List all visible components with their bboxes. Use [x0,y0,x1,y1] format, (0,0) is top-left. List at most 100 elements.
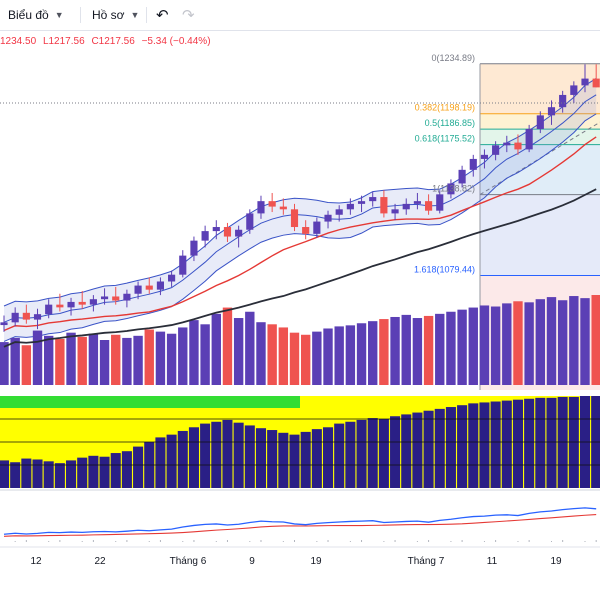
volume-bar [580,298,590,385]
candle-body [190,240,198,256]
osc-bar [546,397,557,488]
osc-bar [390,416,401,488]
osc-bar [166,434,177,488]
osc-bar [367,418,378,488]
x-tick-label: 22 [94,556,106,567]
osc-bar [479,402,490,488]
x-tick-label: 19 [550,556,562,567]
ma-mid [3,136,597,332]
toolbar-divider [80,7,81,23]
osc-bar [278,432,289,488]
undo-icon[interactable]: ↶ [156,7,169,24]
indicator-panel [3,507,597,542]
price-chart[interactable]: 0(1234.89) 0.382(1198.19) 0.5(1186.85) 0.61… [0,30,600,600]
osc-bar [77,457,88,488]
candle-body [503,142,511,146]
osc-bar [311,429,322,488]
moving-averages [3,94,597,348]
volume-bar [356,323,367,385]
volume-bar [457,309,467,385]
candle-body [447,183,455,195]
candle-body [56,304,64,308]
osc-bar [457,405,468,488]
chevron-down-icon: ▼ [130,10,140,20]
fib-label-1: 1(1138.82) [432,184,475,194]
candle-body [45,304,53,315]
volume-bar [446,311,456,385]
volume-bar [334,326,344,385]
candle-body [22,312,30,320]
candle-body [369,197,377,202]
candle-body [480,154,489,159]
volume-bar [0,342,9,385]
osc-bar [434,408,445,488]
candle-body [380,197,388,214]
osc-bar [244,425,255,488]
volume-bar [32,330,43,385]
volume-bar [99,340,110,385]
volume-bar [323,328,333,385]
candle-body [458,169,466,184]
ma-fast [3,94,597,323]
osc-bar [133,446,144,488]
candle-body [313,221,321,234]
volume-bar [245,311,255,385]
osc-bar [233,422,244,488]
chart-menu-button[interactable]: Biểu đồ ▼ [8,0,64,30]
volume-bar [289,332,300,385]
volume-bar [21,345,32,385]
volume-bar [267,324,277,385]
volume-bar [524,302,534,385]
top-toolbar: Biểu đồ ▼ Hồ sơ ▼ ↶ ↷ [0,0,600,31]
osc-bar [32,459,43,488]
osc-bar [121,451,132,488]
osc-bar [524,398,535,488]
osc-bar [88,455,99,488]
volume-bar [122,337,132,385]
fib-label-0.382: 0.382(1198.19) [415,103,475,113]
volume-bar [278,327,289,385]
candle-body [324,214,332,222]
volume-bar [490,306,501,385]
osc-bar [356,419,367,488]
candle-body [570,85,578,95]
candle-body [145,285,153,290]
candle-body [581,78,589,86]
volume-bar [222,307,233,385]
volume-bar [189,320,199,385]
candle-body [212,227,220,232]
chart-menu-label: Biểu đồ [8,8,49,22]
candle-body [302,227,310,234]
volume-bars [0,295,600,385]
candle-body [78,301,86,305]
candle-body [525,128,533,150]
osc-bar [0,460,10,488]
volume-bar [111,334,121,385]
candle-body [89,299,97,305]
ohlc-low: L1217.56 [42,36,85,47]
volume-bar [479,305,490,385]
candle-body [413,201,421,204]
volume-bar [390,316,400,385]
redo-icon[interactable]: ↷ [182,7,195,24]
osc-bar [412,412,423,488]
profile-menu-button[interactable]: Hồ sơ ▼ [92,0,139,30]
osc-bar [54,463,65,488]
volume-bar [77,336,87,385]
candle-body [592,78,600,88]
volume-bar [55,338,65,385]
x-tick-label: 12 [30,556,42,567]
volume-bar [166,333,177,385]
candle-body [257,201,265,214]
osc-bar [557,396,568,488]
candle-body [0,322,8,326]
chevron-down-icon: ▼ [54,10,64,20]
osc-bar [255,428,267,488]
candle-body [346,203,354,210]
x-tick-label: 19 [310,556,322,567]
osc-bar [21,458,32,488]
osc-bar [110,453,121,488]
osc-bar [177,430,188,488]
osc-bar [289,434,300,488]
volume-bar [10,337,20,385]
